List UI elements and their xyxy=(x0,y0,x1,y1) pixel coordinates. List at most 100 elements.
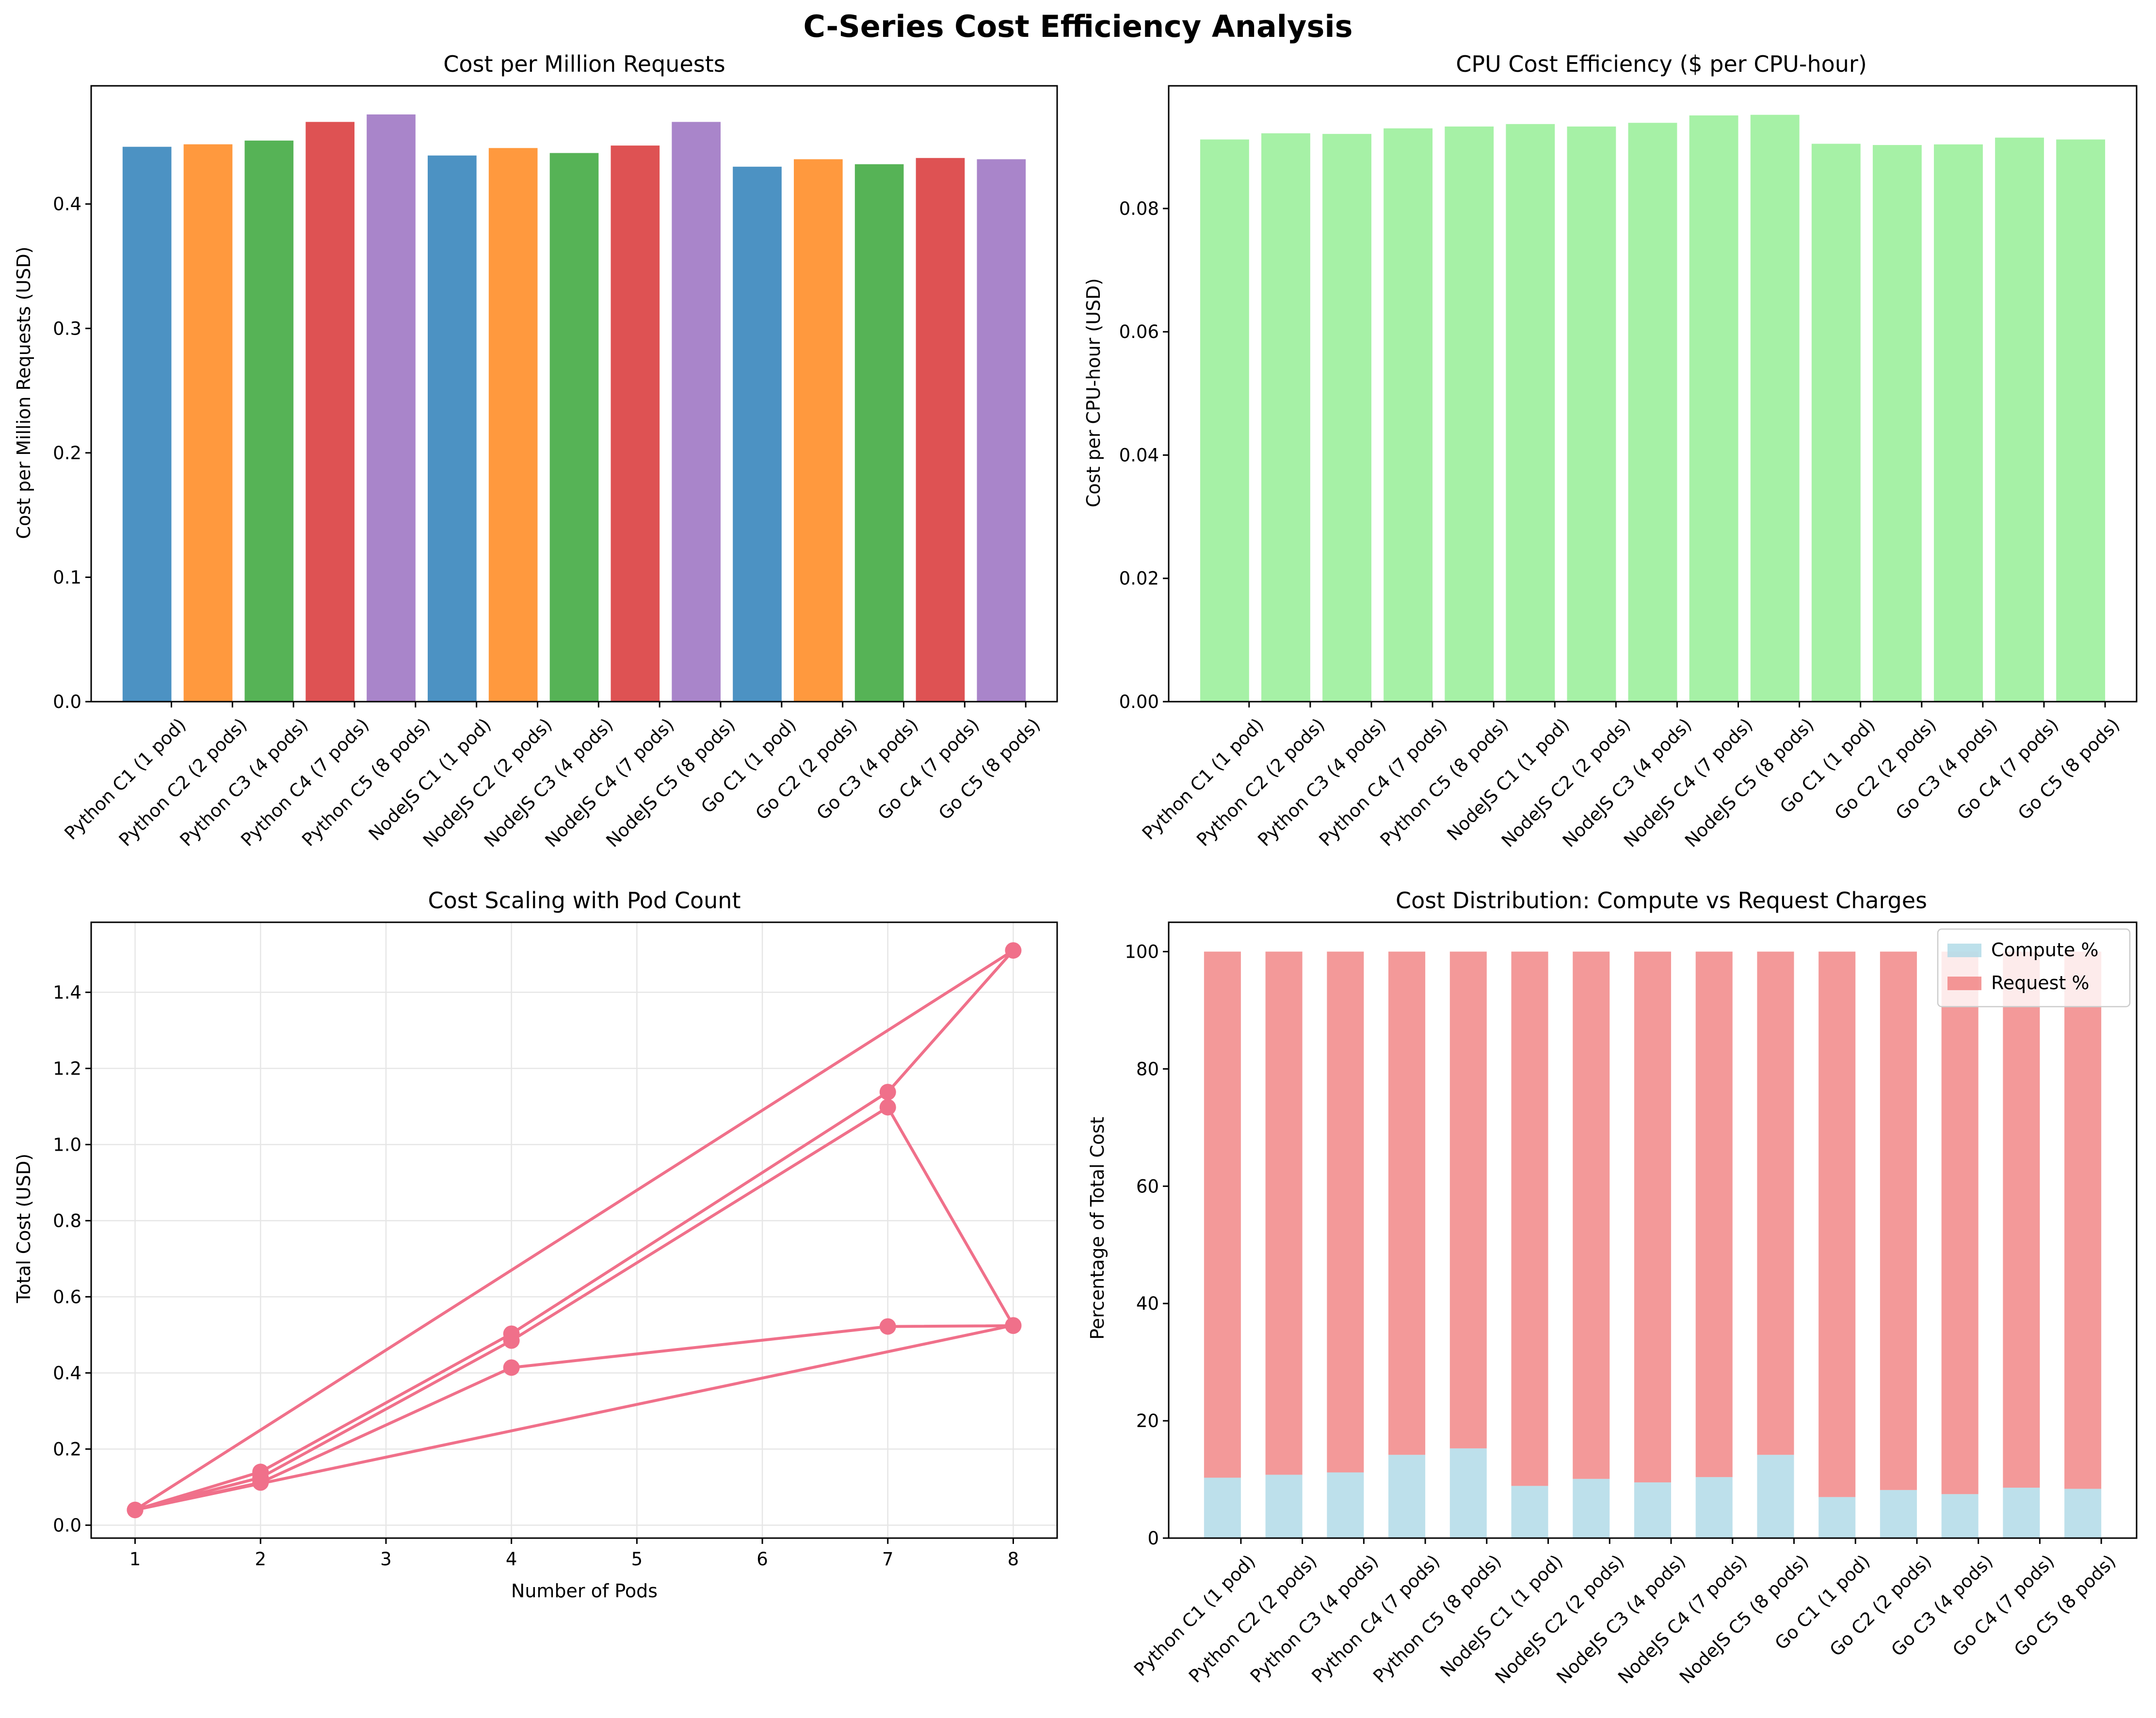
y-tick-label: 40 xyxy=(1136,1293,1159,1314)
request-bar xyxy=(1449,951,1487,1448)
y-tick-label: 0.0 xyxy=(53,691,81,712)
legend-box xyxy=(1937,928,2131,1008)
y-tick-label: 1.4 xyxy=(53,982,81,1003)
request-bar xyxy=(1880,951,1917,1490)
request-bar xyxy=(1327,951,1364,1473)
bar xyxy=(2056,139,2106,702)
compute-bar xyxy=(1757,1455,1794,1538)
bar xyxy=(1750,114,1800,702)
request-bar xyxy=(1941,951,1979,1494)
y-tick-label: 1.2 xyxy=(53,1058,81,1079)
bar xyxy=(122,146,172,702)
compute-bar xyxy=(1449,1448,1487,1538)
axes-frame xyxy=(1168,921,2138,1539)
axes-frame xyxy=(90,85,1058,703)
legend-label: Compute % xyxy=(1991,939,2098,961)
cpu-cost-efficiency-chart: CPU Cost Efficiency ($ per CPU-hour) Cos… xyxy=(1083,51,2138,851)
request-bar xyxy=(2064,951,2102,1489)
bar xyxy=(183,144,233,702)
axes-frame xyxy=(90,921,1058,1539)
bar xyxy=(1628,123,1677,702)
y-tick-label: 0.02 xyxy=(1119,568,1159,589)
bar xyxy=(1811,144,1861,702)
chart-title: Cost per Million Requests xyxy=(443,51,725,77)
compute-bar xyxy=(1388,1455,1426,1538)
chart-title: Cost Distribution: Compute vs Request Ch… xyxy=(1396,887,1927,914)
data-point xyxy=(1005,942,1022,959)
request-bar xyxy=(1388,951,1426,1455)
compute-bar xyxy=(1511,1486,1548,1538)
request-bar xyxy=(1265,951,1303,1475)
bar xyxy=(854,164,904,702)
y-tick-label: 0.0 xyxy=(53,1515,81,1536)
request-bar xyxy=(1818,951,1856,1497)
compute-bar xyxy=(2064,1489,2102,1538)
data-point xyxy=(503,1359,520,1376)
y-tick-label: 0.1 xyxy=(53,567,81,588)
request-bar xyxy=(2003,951,2040,1488)
bar xyxy=(794,159,843,702)
compute-bar xyxy=(1573,1478,1610,1538)
bar xyxy=(549,153,599,702)
y-axis-label: Percentage of Total Cost xyxy=(1087,1117,1108,1340)
bar xyxy=(1200,139,1249,702)
compute-bar xyxy=(1265,1475,1303,1538)
bar xyxy=(611,145,660,702)
compute-bar xyxy=(2003,1487,2040,1538)
request-bar xyxy=(1695,951,1733,1477)
y-tick-label: 60 xyxy=(1136,1176,1159,1197)
x-axis-label: Number of Pods xyxy=(511,1580,658,1602)
data-point xyxy=(879,1318,896,1335)
figure-title: C-Series Cost Efficiency Analysis xyxy=(803,9,1352,44)
data-point xyxy=(879,1084,896,1101)
y-tick-label: 0.4 xyxy=(53,1363,81,1383)
y-tick-label: 0.4 xyxy=(53,194,81,215)
bar xyxy=(1995,137,2044,702)
y-tick-label: 0 xyxy=(1147,1528,1159,1549)
bar xyxy=(1384,128,1433,702)
y-tick-label: 0.2 xyxy=(53,443,81,464)
y-tick-label: 0.6 xyxy=(53,1286,81,1307)
x-tick-label: 4 xyxy=(506,1549,517,1570)
y-tick-label: 0.08 xyxy=(1119,198,1159,219)
data-point xyxy=(127,1501,144,1518)
y-tick-label: 20 xyxy=(1136,1411,1159,1431)
y-tick-label: 0.06 xyxy=(1119,321,1159,342)
data-point xyxy=(503,1332,520,1349)
bar xyxy=(427,155,477,702)
y-tick-label: 1.0 xyxy=(53,1134,81,1155)
compute-bar xyxy=(1695,1477,1733,1538)
bar xyxy=(488,148,538,702)
bar xyxy=(367,114,416,702)
y-tick-label: 100 xyxy=(1125,941,1159,962)
y-tick-label: 0.00 xyxy=(1119,691,1159,712)
compute-bar xyxy=(1941,1494,1979,1538)
y-tick-label: 80 xyxy=(1136,1059,1159,1079)
request-bar xyxy=(1757,951,1794,1455)
bar xyxy=(1567,126,1616,702)
bar xyxy=(1934,144,1983,702)
x-tick-label: 1 xyxy=(129,1549,141,1570)
compute-bar xyxy=(1880,1490,1917,1538)
y-axis-label: Cost per Million Requests (USD) xyxy=(13,246,34,539)
x-tick-label: 3 xyxy=(380,1549,392,1570)
request-bar xyxy=(1204,951,1241,1478)
cost-scaling-chart: Cost Scaling with Pod Count Total Cost (… xyxy=(13,887,1058,1602)
y-tick-label: 0.8 xyxy=(53,1210,81,1231)
x-tick-label: 7 xyxy=(882,1549,894,1570)
x-tick-label: 2 xyxy=(255,1549,266,1570)
x-tick-label: 5 xyxy=(631,1549,643,1570)
data-point xyxy=(879,1099,896,1116)
compute-bar xyxy=(1818,1497,1856,1538)
chart-title: CPU Cost Efficiency ($ per CPU-hour) xyxy=(1456,51,1867,77)
compute-bar xyxy=(1204,1477,1241,1538)
bar xyxy=(306,122,354,702)
axes-frame xyxy=(1168,85,2138,703)
y-tick-label: 0.2 xyxy=(53,1439,81,1460)
bar xyxy=(1689,115,1738,702)
y-axis-label: Cost per CPU-hour (USD) xyxy=(1083,278,1104,508)
y-tick-label: 0.3 xyxy=(53,318,81,339)
request-bar xyxy=(1573,951,1610,1479)
chart-title: Cost Scaling with Pod Count xyxy=(428,887,741,914)
